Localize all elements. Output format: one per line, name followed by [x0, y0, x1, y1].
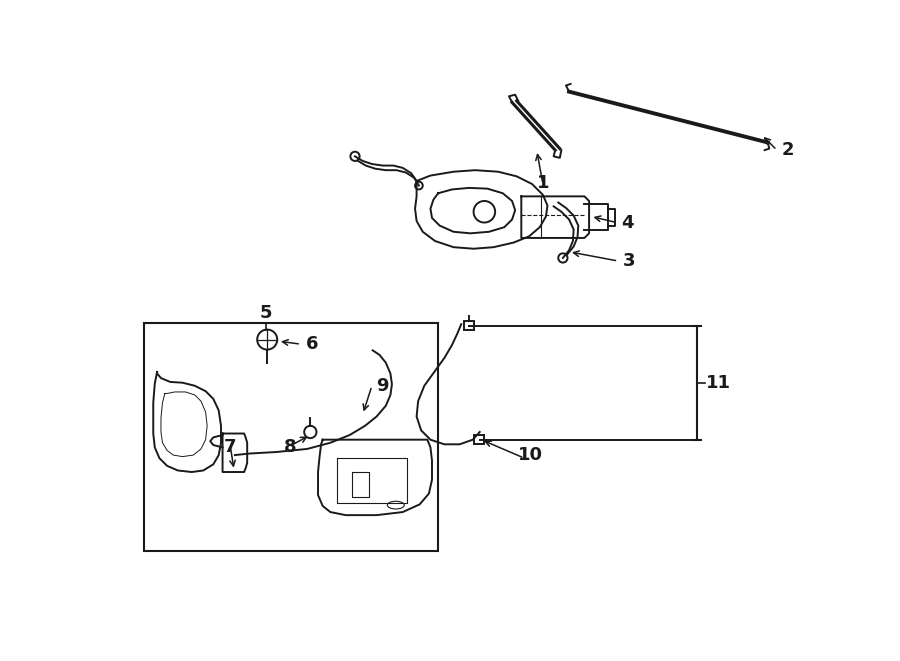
Text: 8: 8	[284, 438, 297, 456]
Text: 7: 7	[224, 438, 237, 456]
Text: 10: 10	[518, 446, 543, 464]
Bar	[473, 435, 484, 444]
Bar	[144, 323, 438, 551]
Text: 5: 5	[259, 305, 272, 323]
Text: 11: 11	[706, 373, 731, 392]
Text: 6: 6	[306, 335, 319, 353]
Text: 9: 9	[376, 377, 389, 395]
Text: 4: 4	[621, 214, 634, 231]
Text: 2: 2	[781, 141, 794, 159]
Text: 1: 1	[536, 174, 549, 192]
Text: 3: 3	[623, 252, 635, 270]
Bar	[464, 321, 474, 330]
